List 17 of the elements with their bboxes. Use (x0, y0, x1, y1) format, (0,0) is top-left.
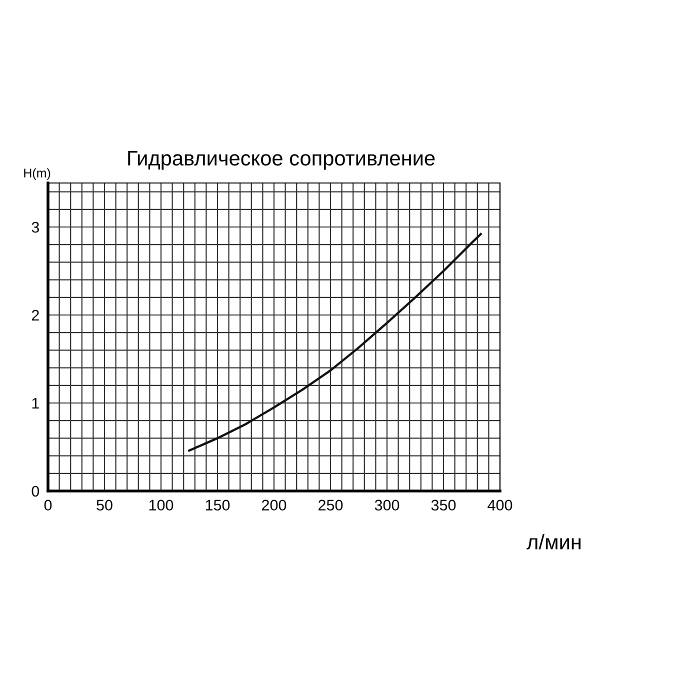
line-series (188, 232, 482, 452)
x-tick-label: 350 (431, 500, 456, 511)
x-tick-label: 0 (44, 500, 52, 511)
x-tick-label: 50 (96, 500, 112, 511)
x-tick-label: 150 (206, 500, 230, 511)
y-tick-label: 3 (32, 222, 39, 233)
x-axis-title: л/мин (526, 534, 581, 550)
y-tick-label: 2 (32, 310, 39, 321)
y-tick-label: 0 (32, 486, 40, 497)
x-tick-label: 400 (488, 500, 512, 511)
x-tick-label: 250 (318, 500, 343, 511)
x-tick-label: 200 (262, 500, 286, 511)
y-tick-label: 1 (32, 398, 39, 409)
x-tick-label: 100 (149, 500, 174, 511)
y-axis-title: H(m) (24, 168, 50, 180)
x-tick-label: 300 (374, 500, 400, 511)
chart-title: Гидравлическое сопротивление (128, 151, 435, 170)
